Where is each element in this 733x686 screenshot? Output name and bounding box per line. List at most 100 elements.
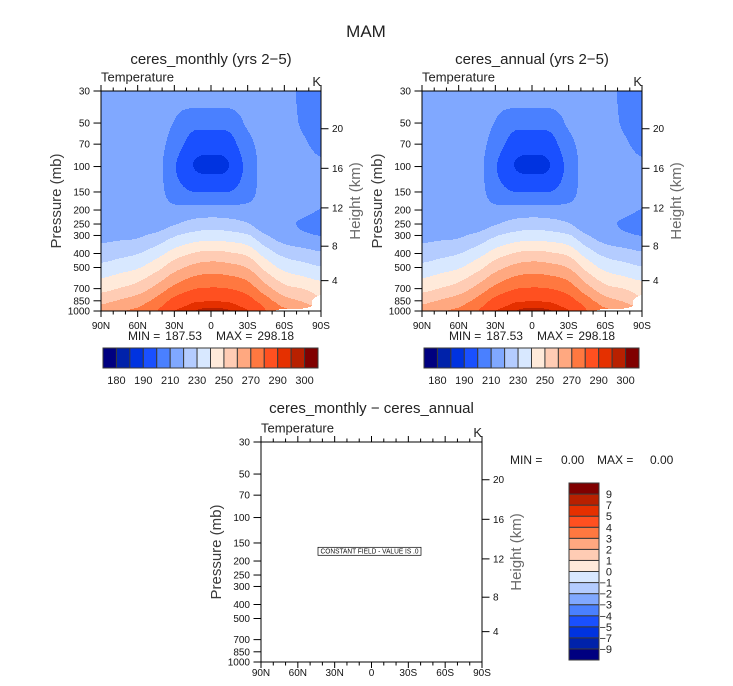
contour-fill-run (246, 267, 261, 268)
contour-fill-run (160, 307, 182, 308)
contour-fill-run (617, 222, 642, 223)
contour-fill-run (581, 242, 602, 243)
contour-fill-run (163, 158, 177, 159)
contour-fill-run (190, 133, 231, 134)
colorbar-box (236, 347, 252, 369)
contour-fill-run (422, 131, 490, 132)
contour-fill-run (101, 275, 112, 276)
max-value: 0.00 (650, 453, 674, 467)
contour-fill-run (101, 177, 163, 178)
contour-fill-run (491, 226, 575, 227)
contour-fill-run (237, 112, 297, 113)
contour-fill-run (567, 267, 582, 268)
contour-fill-run (228, 161, 242, 162)
contour-fill-run (302, 131, 321, 132)
contour-fill-run (422, 259, 436, 260)
contour-fill-run (422, 92, 617, 93)
contour-fill-run (585, 282, 602, 283)
contour-fill-run (101, 206, 321, 207)
contour-fill-run (287, 285, 321, 286)
contour-fill-run (484, 162, 497, 163)
contour-fill-run (567, 255, 582, 256)
contour-fill-run (311, 148, 321, 149)
contour-fill-run (422, 147, 486, 148)
pressure-tick-label: 200 (73, 206, 90, 217)
contour-fill-run (117, 300, 151, 301)
contour-fill-run (101, 309, 130, 310)
contour-fill-run (194, 161, 228, 162)
contour-fill-run (254, 143, 308, 144)
contour-fill-run (243, 163, 257, 164)
contour-fill-run (612, 259, 642, 260)
contour-fill-run (236, 142, 254, 143)
contour-fill-run (583, 280, 599, 281)
contour-fill-run (186, 139, 235, 140)
contour-fill-run (101, 231, 159, 232)
contour-fill-run (578, 172, 642, 173)
contour-fill-run (422, 176, 484, 177)
contour-fill-run (241, 117, 298, 118)
contour-fill-run (254, 142, 308, 143)
contour-fill-run (619, 300, 633, 301)
contour-fill-run (235, 276, 258, 277)
contour-fill-run (561, 115, 619, 116)
contour-fill-run (617, 101, 642, 102)
contour-fill-run (152, 274, 170, 275)
contour-fill-run (573, 247, 588, 248)
contour-fill-run (422, 142, 487, 143)
contour-fill-run (310, 233, 321, 234)
contour-fill-run (557, 187, 578, 188)
contour-fill-run (572, 235, 589, 236)
contour-fill-run (258, 252, 275, 253)
contour-fill-run (562, 179, 578, 180)
contour-fill-run (101, 171, 163, 172)
contour-fill-run (249, 295, 266, 296)
contour-fill-run (101, 135, 168, 136)
contour-fill-run (506, 187, 557, 188)
contour-fill-run (500, 113, 559, 114)
contour-fill-run (549, 160, 563, 161)
contour-fill-run (238, 147, 255, 148)
colorbar-box (568, 571, 600, 584)
contour-fill-run (248, 131, 302, 132)
colorbar-box (290, 347, 306, 369)
contour-fill-run (255, 196, 321, 197)
contour-fill-run (599, 254, 642, 255)
contour-fill-run (422, 149, 486, 150)
contour-fill-run (422, 219, 512, 220)
contour-fill-run (177, 174, 242, 175)
contour-fill-run (157, 245, 182, 246)
contour-fill-run (488, 264, 513, 265)
contour-fill-run (579, 276, 593, 277)
contour-fill-run (422, 145, 486, 146)
contour-fill-run (298, 117, 321, 118)
contour-fill-run (422, 293, 462, 294)
contour-fill-run (510, 265, 562, 266)
contour-fill-run (422, 253, 460, 254)
contour-fill-run (302, 288, 321, 289)
contour-fill-run (422, 158, 484, 159)
contour-fill-run (493, 203, 567, 204)
contour-fill-run (423, 292, 464, 293)
contour-fill-run (101, 272, 123, 273)
colorbar-box (142, 347, 158, 369)
contour-fill-run (633, 213, 642, 214)
contour-fill-run (484, 172, 497, 173)
contour-fill-run (592, 237, 642, 238)
contour-fill-run (422, 188, 485, 189)
contour-fill-run (508, 189, 555, 190)
contour-fill-run (256, 287, 271, 288)
contour-fill-run (235, 139, 253, 140)
contour-fill-run (563, 161, 578, 162)
contour-fill-run (163, 174, 177, 175)
contour-fill-run (497, 167, 515, 168)
contour-fill-run (178, 178, 241, 179)
contour-fill-run (178, 177, 241, 178)
contour-fill-run (166, 144, 184, 145)
contour-fill-run (184, 143, 236, 144)
contour-fill-run (101, 254, 136, 255)
colorbar-box (156, 347, 171, 369)
contour-fill-run (575, 286, 590, 287)
contour-fill-run (491, 202, 570, 203)
contour-fill-run (235, 242, 260, 243)
